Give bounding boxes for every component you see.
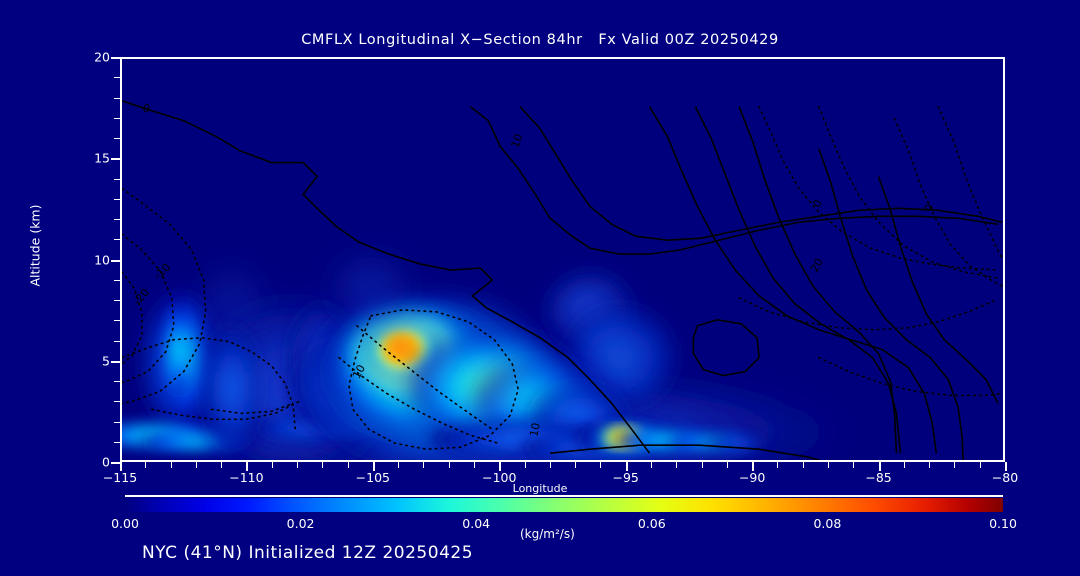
x-axis-major-tick bbox=[120, 462, 122, 471]
contour-label-zero-right-mid: 0 bbox=[922, 202, 937, 213]
x-axis-minor-tick bbox=[297, 462, 298, 468]
y-axis-minor-tick bbox=[114, 178, 120, 180]
y-axis-minor-tick bbox=[114, 401, 120, 403]
x-axis-minor-tick bbox=[802, 462, 804, 468]
x-axis-minor-tick bbox=[853, 462, 855, 468]
y-axis-minor-tick bbox=[114, 421, 120, 423]
x-axis-minor-tick bbox=[448, 462, 450, 468]
x-axis-minor-tick bbox=[979, 462, 981, 468]
y-axis-tick-label: 0 bbox=[102, 454, 110, 470]
y-axis-tick-label: 15 bbox=[94, 150, 110, 166]
x-axis-minor-tick bbox=[777, 462, 779, 468]
y-axis-minor-tick bbox=[114, 340, 120, 342]
y-axis-minor-tick bbox=[114, 320, 120, 322]
plot-area: 0 -10 -20 10 10 10 0 0 20 20 bbox=[120, 57, 1005, 462]
x-axis-major-tick bbox=[372, 462, 375, 471]
x-axis-tick-label: −110 bbox=[229, 470, 264, 485]
y-axis-major-tick bbox=[111, 158, 120, 161]
x-axis-title: Longitude bbox=[512, 482, 568, 495]
x-axis-major-tick bbox=[1005, 462, 1007, 471]
contour-label-ten-core: 10 bbox=[350, 363, 368, 381]
x-axis-minor-tick bbox=[398, 462, 400, 468]
x-axis-minor-tick bbox=[676, 462, 678, 468]
colorbar-gradient bbox=[125, 498, 1003, 512]
x-axis-tick-label: −80 bbox=[991, 470, 1019, 485]
colorbar-tick-label: 0.06 bbox=[637, 516, 666, 531]
contour-label-minus-twenty: -20 bbox=[130, 286, 152, 308]
contour-label-zero-upper-left: 0 bbox=[141, 101, 152, 116]
colorbar-tick-label: 0.00 bbox=[111, 516, 139, 531]
y-axis-title: Altitude (km) bbox=[27, 204, 43, 287]
x-axis-minor-tick bbox=[170, 462, 172, 468]
contour-label-twenty-mid: 20 bbox=[808, 256, 826, 274]
contour-label-zero-right-upper: 0 bbox=[810, 197, 825, 210]
x-axis-minor-tick bbox=[322, 462, 324, 468]
y-axis-minor-tick bbox=[114, 219, 120, 220]
x-axis-minor-tick bbox=[549, 462, 551, 468]
x-axis-major-tick bbox=[625, 462, 628, 471]
y-axis-major-tick bbox=[111, 360, 120, 363]
y-axis-minor-tick bbox=[114, 239, 120, 241]
x-axis-minor-tick bbox=[423, 462, 425, 468]
x-axis-minor-tick bbox=[575, 462, 577, 468]
y-axis-minor-tick bbox=[114, 381, 120, 382]
x-axis-minor-tick bbox=[828, 462, 829, 468]
x-axis-minor-tick bbox=[600, 462, 602, 468]
x-axis-tick-label: −85 bbox=[865, 470, 892, 485]
y-axis-tick-label: 10 bbox=[94, 252, 110, 267]
x-axis-tick-label: −95 bbox=[612, 470, 639, 485]
moisture-flux-field bbox=[122, 59, 1003, 460]
colorbar-units-label: (kg/m²/s) bbox=[520, 527, 575, 541]
x-axis-tick-label: −105 bbox=[355, 470, 391, 485]
colorbar-tick-label: 0.04 bbox=[462, 516, 491, 531]
x-axis-tick-label: −90 bbox=[738, 470, 766, 485]
x-axis-minor-tick bbox=[701, 462, 703, 468]
x-axis-minor-tick bbox=[954, 462, 956, 468]
colorbar-tick-label: 0.02 bbox=[286, 516, 315, 531]
x-axis-tick-label: −100 bbox=[482, 470, 517, 485]
y-axis-major-tick bbox=[111, 462, 120, 464]
y-axis-minor-tick bbox=[114, 138, 120, 139]
x-axis-major-tick bbox=[499, 462, 502, 471]
x-axis-tick-label: −115 bbox=[102, 470, 138, 485]
y-axis-tick-label: 20 bbox=[94, 49, 110, 65]
x-axis-minor-tick bbox=[221, 462, 223, 468]
x-axis-minor-tick bbox=[929, 462, 931, 468]
x-axis-minor-tick bbox=[145, 462, 147, 468]
colorbar-tick-label: 0.08 bbox=[813, 516, 842, 531]
contour-label-minus-ten: -10 bbox=[151, 261, 173, 283]
x-axis-major-tick bbox=[246, 462, 249, 471]
y-axis-major-tick bbox=[111, 57, 120, 59]
x-axis-minor-tick bbox=[903, 462, 905, 468]
x-axis-minor-tick bbox=[347, 462, 349, 468]
y-axis-minor-tick bbox=[114, 198, 120, 200]
page-title: CMFLX Longitudinal X−Section 84hr Fx Val… bbox=[301, 32, 779, 48]
x-axis-major-tick bbox=[878, 462, 881, 471]
y-axis-minor-tick bbox=[114, 97, 120, 99]
vertical-motion-contours: 0 -10 -20 10 10 10 0 0 20 20 bbox=[122, 100, 1003, 460]
y-axis-tick-label: 5 bbox=[102, 353, 110, 369]
colorbar[interactable] bbox=[125, 495, 1003, 512]
y-axis-minor-tick bbox=[114, 77, 120, 79]
x-axis-minor-tick bbox=[726, 462, 728, 468]
y-axis-minor-tick bbox=[114, 300, 120, 301]
x-axis-minor-tick bbox=[195, 462, 197, 468]
contour-label-ten-upper: 10 bbox=[509, 132, 526, 149]
colorbar-tick-label: 0.10 bbox=[989, 516, 1017, 531]
y-axis-major-tick bbox=[111, 259, 120, 262]
y-axis-minor-tick bbox=[114, 441, 120, 443]
init-info-label: NYC (41°N) Initialized 12Z 20250425 bbox=[142, 543, 474, 563]
x-axis-minor-tick bbox=[271, 462, 273, 468]
y-axis-minor-tick bbox=[114, 279, 120, 281]
colorbar-top-rule bbox=[125, 495, 1003, 497]
x-axis-minor-tick bbox=[524, 462, 526, 468]
x-axis-major-tick bbox=[752, 462, 755, 471]
contour-label-ten-lower: 10 bbox=[527, 422, 543, 438]
x-axis-minor-tick bbox=[651, 462, 652, 468]
y-axis-minor-tick bbox=[114, 117, 120, 119]
x-axis-minor-tick bbox=[474, 462, 475, 468]
